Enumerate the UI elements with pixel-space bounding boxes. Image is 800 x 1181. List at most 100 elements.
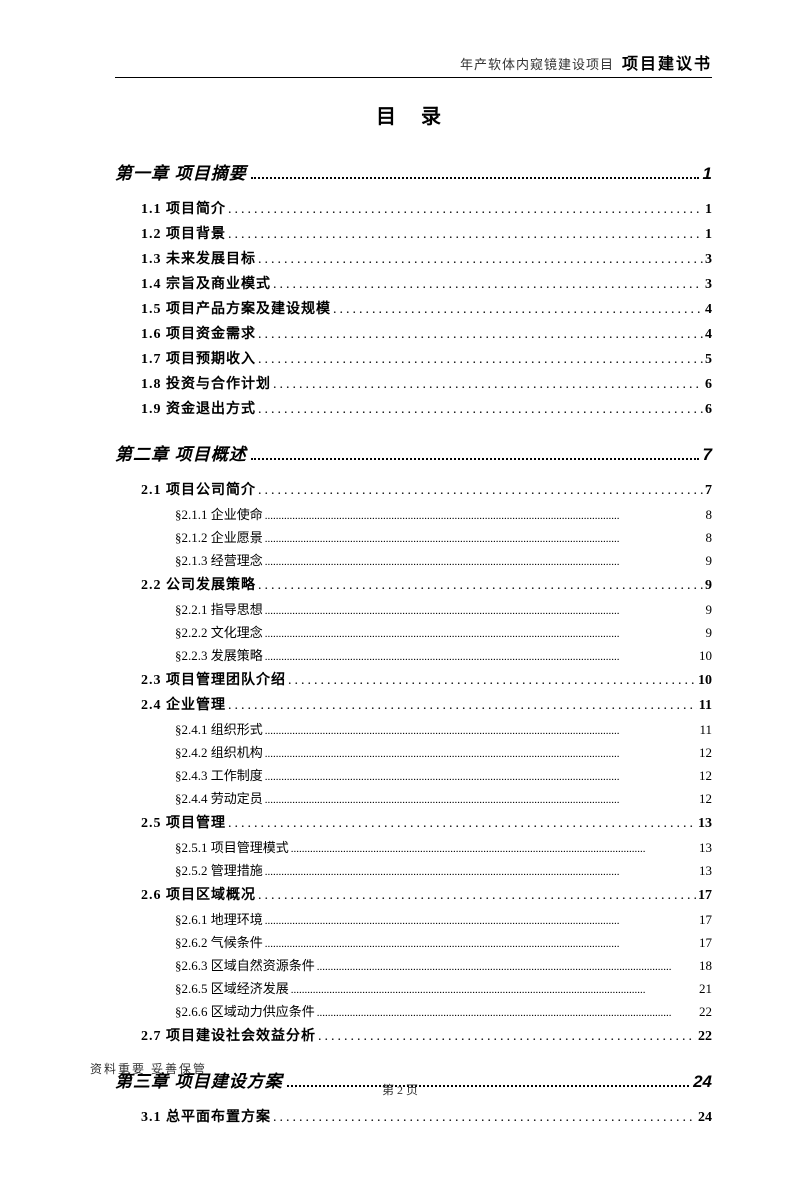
leader-dots bbox=[317, 961, 697, 973]
leader-dots bbox=[265, 628, 704, 640]
subsection-label: §2.6.3 区域自然资源条件 bbox=[175, 955, 315, 974]
section-label: 1.5 项目产品方案及建设规模 bbox=[141, 298, 331, 318]
subsection-page: 17 bbox=[699, 935, 712, 951]
subsection-page: 13 bbox=[699, 840, 712, 856]
toc-subsection: §2.6.5 区域经济发展21 bbox=[175, 978, 712, 997]
leader-dots bbox=[258, 888, 696, 904]
leader-dots bbox=[273, 377, 703, 393]
section-page: 10 bbox=[698, 673, 712, 689]
section-page: 22 bbox=[698, 1029, 712, 1045]
subsection-page: 9 bbox=[706, 602, 713, 618]
toc-chapter: 第一章 项目摘要 1 bbox=[115, 159, 712, 184]
leader-dots bbox=[273, 1110, 696, 1126]
section-label: 2.6 项目区域概况 bbox=[141, 884, 256, 904]
subsection-page: 21 bbox=[699, 981, 712, 997]
leader-dots bbox=[265, 510, 704, 522]
section-label: 2.1 项目公司简介 bbox=[141, 479, 256, 499]
subsection-label: §2.5.1 项目管理模式 bbox=[175, 837, 289, 856]
leader-dots bbox=[265, 533, 704, 545]
section-page: 4 bbox=[705, 327, 712, 343]
leader-dots bbox=[273, 277, 703, 293]
toc-section: 2.1 项目公司简介 7 bbox=[141, 479, 712, 499]
leader-dots bbox=[318, 1029, 696, 1045]
toc-section: 2.6 项目区域概况 17 bbox=[141, 884, 712, 904]
toc-section: 1.9 资金退出方式6 bbox=[141, 398, 712, 418]
toc-subsection: §2.1.2 企业愿景8 bbox=[175, 527, 712, 546]
subsection-label: §2.1.2 企业愿景 bbox=[175, 527, 263, 546]
section-page: 7 bbox=[705, 483, 712, 499]
subsection-page: 12 bbox=[699, 791, 712, 807]
section-page: 17 bbox=[698, 888, 712, 904]
leader-dots bbox=[258, 483, 703, 499]
section-page: 3 bbox=[705, 252, 712, 268]
leader-dots bbox=[228, 816, 696, 832]
leader-dots bbox=[265, 605, 704, 617]
section-page: 3 bbox=[705, 277, 712, 293]
section-label: 1.4 宗旨及商业模式 bbox=[141, 273, 271, 293]
section-page: 1 bbox=[705, 227, 712, 243]
leader-dots bbox=[291, 984, 697, 996]
section-label: 1.8 投资与合作计划 bbox=[141, 373, 271, 393]
toc-subsection: §2.5.2 管理措施13 bbox=[175, 860, 712, 879]
toc-section: 1.7 项目预期收入5 bbox=[141, 348, 712, 368]
section-page: 6 bbox=[705, 402, 712, 418]
section-label: 2.4 企业管理 bbox=[141, 694, 226, 714]
leader-dots bbox=[258, 402, 703, 418]
toc-subsection: §2.2.2 文化理念9 bbox=[175, 622, 712, 641]
section-page: 13 bbox=[698, 816, 712, 832]
toc-body: 第一章 项目摘要11.1 项目简介11.2 项目背景11.3 未来发展目标31.… bbox=[115, 159, 712, 1126]
leader-dots bbox=[265, 794, 697, 806]
leader-dots bbox=[288, 673, 696, 689]
section-page: 11 bbox=[699, 698, 712, 714]
leader-dots bbox=[265, 748, 697, 760]
toc-section: 2.2 公司发展策略9 bbox=[141, 574, 712, 594]
subsection-label: §2.4.1 组织形式 bbox=[175, 719, 263, 738]
section-label: 2.7 项目建设社会效益分析 bbox=[141, 1025, 316, 1045]
leader-dots bbox=[265, 771, 697, 783]
subsection-label: §2.6.1 地理环境 bbox=[175, 909, 263, 928]
leader-dots bbox=[291, 843, 697, 855]
leader-dots bbox=[333, 302, 703, 318]
leader-dots bbox=[258, 252, 703, 268]
section-page: 6 bbox=[705, 377, 712, 393]
toc-subsection: §2.4.4 劳动定员12 bbox=[175, 788, 712, 807]
leader-dots bbox=[228, 698, 697, 714]
section-page: 24 bbox=[698, 1110, 712, 1126]
toc-section: 1.3 未来发展目标3 bbox=[141, 248, 712, 268]
toc-section: 1.5 项目产品方案及建设规模 4 bbox=[141, 298, 712, 318]
toc-subsection: §2.2.3 发展策略10 bbox=[175, 645, 712, 664]
chapter-label: 第一章 项目摘要 bbox=[115, 159, 247, 184]
subsection-page: 9 bbox=[706, 553, 713, 569]
toc-section: 1.2 项目背景1 bbox=[141, 223, 712, 243]
toc-section: 2.3 项目管理团队介绍10 bbox=[141, 669, 712, 689]
subsection-label: §2.1.3 经营理念 bbox=[175, 550, 263, 569]
leader-dots bbox=[317, 1007, 697, 1019]
subsection-page: 13 bbox=[699, 863, 712, 879]
toc-section: 2.5 项目管理 13 bbox=[141, 812, 712, 832]
footer-note: 资料重要 妥善保管 bbox=[90, 1060, 207, 1077]
subsection-page: 12 bbox=[699, 768, 712, 784]
leader-dots bbox=[228, 227, 703, 243]
toc-section: 1.8 投资与合作计划 6 bbox=[141, 373, 712, 393]
subsection-page: 8 bbox=[706, 507, 713, 523]
subsection-page: 22 bbox=[699, 1004, 712, 1020]
section-label: 1.1 项目简介 bbox=[141, 198, 226, 218]
chapter-page: 1 bbox=[703, 164, 712, 184]
section-label: 1.6 项目资金需求 bbox=[141, 323, 256, 343]
toc-subsection: §2.6.1 地理环境 17 bbox=[175, 909, 712, 928]
section-page: 4 bbox=[705, 302, 712, 318]
toc-section: 3.1 总平面布置方案24 bbox=[141, 1106, 712, 1126]
subsection-label: §2.6.2 气候条件 bbox=[175, 932, 263, 951]
leader-dots bbox=[258, 327, 703, 343]
toc-subsection: §2.4.1 组织形式11 bbox=[175, 719, 712, 738]
subsection-page: 17 bbox=[699, 912, 712, 928]
subsection-label: §2.4.2 组织机构 bbox=[175, 742, 263, 761]
toc-section: 2.7 项目建设社会效益分析 22 bbox=[141, 1025, 712, 1045]
leader-dots bbox=[265, 915, 697, 927]
page-number: 第 2 页 bbox=[0, 1081, 800, 1098]
subsection-page: 12 bbox=[699, 745, 712, 761]
leader-dots bbox=[265, 866, 697, 878]
toc-subsection: §2.4.3 工作制度12 bbox=[175, 765, 712, 784]
section-label: 2.5 项目管理 bbox=[141, 812, 226, 832]
section-label: 1.7 项目预期收入 bbox=[141, 348, 256, 368]
